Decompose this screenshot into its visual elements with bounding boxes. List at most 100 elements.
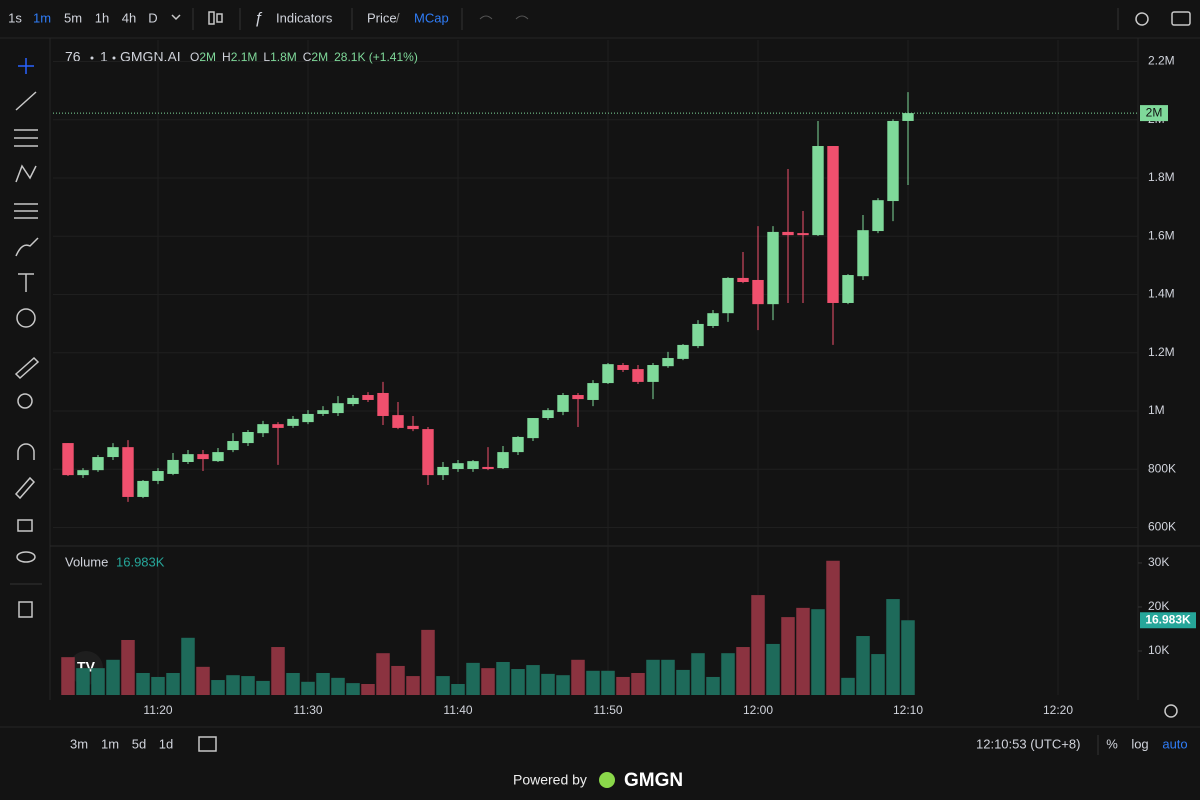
candle-body	[302, 413, 314, 423]
undo-button[interactable]	[479, 15, 493, 20]
volume-bar	[211, 680, 225, 695]
volume-bar	[226, 675, 240, 695]
text-tool[interactable]	[18, 273, 34, 292]
candle-body	[452, 463, 464, 469]
price-toggle[interactable]: Price	[367, 10, 397, 25]
range-button[interactable]: 1m	[101, 736, 119, 751]
projection-tool[interactable]	[14, 203, 38, 219]
volume-bar	[541, 673, 555, 695]
interval-button[interactable]: D	[148, 10, 157, 25]
candle-body	[797, 233, 809, 236]
volume-bar	[751, 595, 765, 695]
candle-body	[317, 410, 329, 414]
volume-tag-label: 16.983K	[1145, 612, 1191, 626]
scale-settings[interactable]	[1164, 704, 1178, 718]
scale-option[interactable]: %	[1106, 736, 1118, 751]
candle-body	[467, 461, 479, 469]
crosshair-tool[interactable]	[18, 58, 34, 74]
date-range-button[interactable]	[198, 736, 217, 752]
fx-icon[interactable]: ƒ	[254, 10, 263, 27]
candle-body	[662, 358, 674, 367]
lock-drawing-tool[interactable]	[14, 476, 36, 500]
ruler-tool[interactable]	[14, 356, 40, 380]
candle-body	[437, 466, 449, 476]
volume-bar	[601, 670, 615, 695]
volume-bar	[121, 639, 135, 695]
screenshot-button[interactable]	[1171, 11, 1191, 26]
volume-bar	[136, 672, 150, 695]
hide-tool[interactable]	[16, 551, 36, 563]
chart-type-button[interactable]	[208, 11, 223, 25]
y-tick-label: 1.6M	[1148, 228, 1175, 242]
candle-body	[767, 231, 779, 305]
lock-tool[interactable]	[17, 519, 33, 532]
volume-bar	[241, 676, 255, 695]
range-button[interactable]: 5d	[132, 736, 146, 751]
volume-bar	[106, 659, 120, 695]
interval-button[interactable]: 5m	[64, 10, 82, 25]
x-tick-label: 11:20	[143, 703, 172, 717]
x-tick-label: 12:10	[893, 703, 923, 717]
candle-body	[347, 397, 359, 405]
range-button[interactable]: 1d	[159, 736, 173, 751]
interval-button[interactable]: 4h	[122, 10, 136, 25]
pattern-tool[interactable]	[15, 164, 37, 183]
candle-body	[257, 424, 269, 434]
ohlc-value: 2M	[311, 50, 328, 64]
volume-bar	[871, 654, 885, 695]
candle-body	[332, 403, 344, 414]
interval-button[interactable]: 1s	[8, 10, 22, 25]
candle-body	[872, 200, 884, 232]
ohlc-value: 2M	[199, 50, 216, 64]
volume-tag	[1140, 612, 1196, 629]
volume-bar	[481, 668, 495, 695]
volume-bar	[706, 676, 720, 695]
scale-option[interactable]: log	[1131, 736, 1148, 751]
candle-body	[287, 418, 299, 426]
candle-body	[692, 323, 704, 347]
candle-body	[857, 230, 869, 277]
volume-bar	[316, 672, 330, 695]
ohlc-key: L	[263, 50, 270, 64]
mcap-toggle[interactable]: MCap	[414, 10, 449, 25]
candle-body	[362, 395, 374, 400]
ohlc-key: H	[222, 50, 231, 64]
scale-option[interactable]: auto	[1162, 736, 1187, 751]
y-tick-label: 20K	[1148, 599, 1169, 613]
x-tick-label: 11:30	[293, 703, 322, 717]
candle-body	[62, 443, 74, 476]
volume-bar	[691, 653, 705, 695]
brush-tool[interactable]	[15, 237, 39, 257]
delete-tool[interactable]	[18, 601, 33, 618]
zoom-tool[interactable]	[17, 393, 33, 409]
volume-bar	[256, 680, 270, 695]
interval-button[interactable]: 1m	[33, 10, 51, 25]
candle-body	[752, 279, 764, 305]
fib-tool[interactable]	[14, 129, 38, 147]
range-button[interactable]: 3m	[70, 736, 88, 751]
candle-body	[632, 369, 644, 382]
volume-bar	[346, 683, 360, 695]
candle-body	[542, 410, 554, 419]
volume-bar	[556, 675, 570, 695]
redo-button[interactable]	[515, 15, 529, 20]
candle-body	[827, 146, 839, 303]
candle-body	[227, 441, 239, 451]
candle-body	[512, 436, 524, 453]
candle-body	[842, 275, 854, 303]
volume-bar	[511, 669, 525, 695]
settings-button[interactable]	[1135, 12, 1149, 26]
candle-body	[677, 344, 689, 359]
interval-button[interactable]: 1h	[95, 10, 109, 25]
magnet-tool[interactable]	[17, 443, 35, 460]
volume-bar	[736, 647, 750, 695]
volume-bar	[901, 620, 915, 695]
emoji-tool[interactable]	[16, 308, 36, 328]
volume-bar	[571, 659, 585, 695]
interval-dropdown[interactable]	[171, 14, 181, 21]
candle-body	[392, 415, 404, 428]
line-tool[interactable]	[15, 91, 37, 111]
y-tick-label: 2.2M	[1148, 54, 1175, 68]
indicators-button[interactable]: Indicators	[276, 10, 333, 25]
